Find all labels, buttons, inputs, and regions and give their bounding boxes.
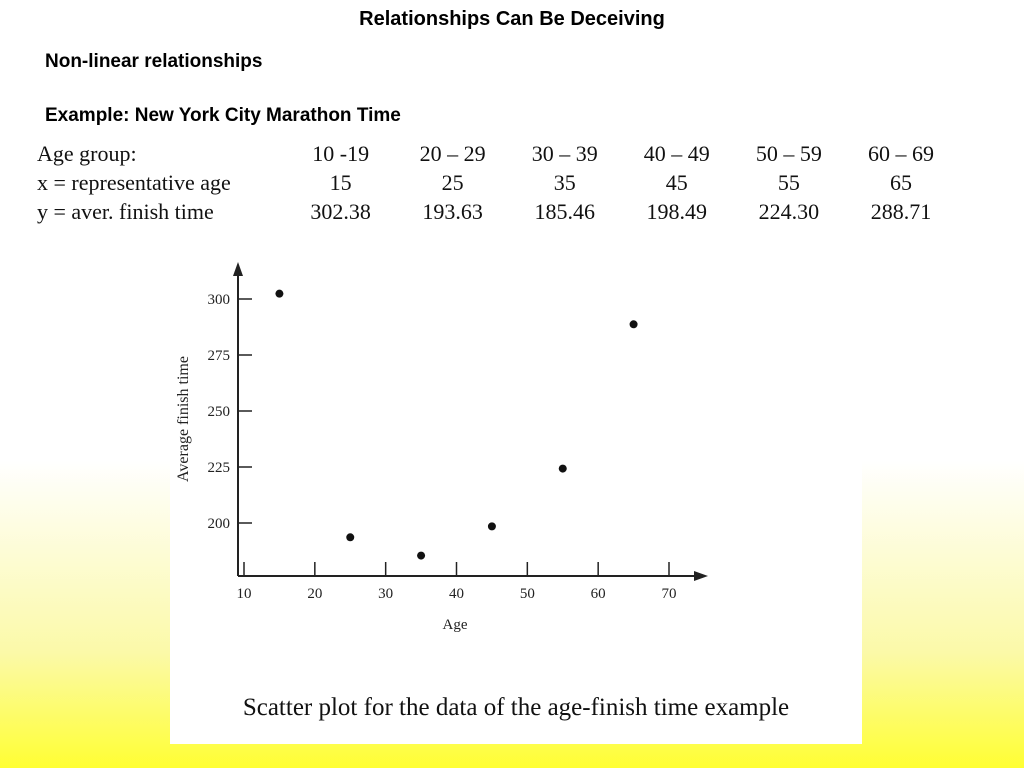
table-cell: 25 xyxy=(441,170,464,195)
slide-subtitle: Non-linear relationships xyxy=(45,51,263,72)
table-cell: 35 xyxy=(553,170,576,195)
data-point xyxy=(487,522,496,531)
table-cell: 302.38 xyxy=(310,199,371,224)
chart-caption: Scatter plot for the data of the age-fin… xyxy=(242,694,790,721)
x-tick-label: 60 xyxy=(591,586,606,602)
table-cell: 15 xyxy=(329,170,352,195)
slide-title: Relationships Can Be Deceiving xyxy=(359,8,665,30)
table-cell: 193.63 xyxy=(422,199,483,224)
y-tick-label: 275 xyxy=(208,348,231,364)
x-tick-label: 20 xyxy=(307,586,322,602)
x-tick-label: 50 xyxy=(520,586,535,602)
table-cell: 55 xyxy=(777,170,800,195)
table-cell: 60 – 69 xyxy=(867,141,934,166)
y-axis-arrow xyxy=(233,262,243,276)
x-tick-label: 70 xyxy=(662,586,677,602)
table-row-label: x = representative age xyxy=(37,170,231,195)
scatter-chart-panel: 200 225 250 275 300 10 20 30 40 50 60 70 Age Average … xyxy=(170,254,862,744)
y-tick-label: 300 xyxy=(208,292,231,308)
x-axis-label: Age xyxy=(443,617,468,633)
table-cell: 10 -19 xyxy=(312,141,370,166)
data-point xyxy=(275,289,284,298)
table-row: x = representative age 15 25 35 45 55 65 xyxy=(37,168,957,197)
y-axis-label: Average finish time xyxy=(175,356,192,482)
table-row-label: y = aver. finish time xyxy=(37,199,214,224)
data-point xyxy=(346,533,355,542)
data-table: Age group: 10 -19 20 – 29 30 – 39 40 – 49 50 … xyxy=(37,139,957,226)
example-heading: Example: New York City Marathon Time xyxy=(45,105,401,126)
table-cell: 20 – 29 xyxy=(419,141,486,166)
x-tick-label: 40 xyxy=(449,586,464,602)
x-tick-label: 30 xyxy=(378,586,393,602)
table-cell: 288.71 xyxy=(870,199,932,224)
table-cell: 40 – 49 xyxy=(643,141,710,166)
table-row: y = aver. finish time 302.38 193.63 185.46 1… xyxy=(37,197,957,226)
table-row-label: Age group: xyxy=(37,141,137,166)
table-cell: 224.30 xyxy=(758,199,820,224)
data-table-panel: Age group: 10 -19 20 – 29 30 – 39 40 – 49 50 … xyxy=(17,131,957,243)
table-cell: 30 – 39 xyxy=(531,141,598,166)
table-cell: 50 – 59 xyxy=(755,141,822,166)
x-tick-label: 10 xyxy=(237,586,252,602)
table-row: Age group: 10 -19 20 – 29 30 – 39 40 – 49 50 … xyxy=(37,139,957,168)
x-axis-arrow xyxy=(694,571,708,581)
table-cell: 65 xyxy=(889,170,912,195)
y-tick-label: 250 xyxy=(208,404,231,420)
table-cell: 185.46 xyxy=(534,199,595,224)
scatter-chart: 200 225 250 275 300 10 20 30 40 50 60 70 Age Average … xyxy=(175,262,708,633)
data-point xyxy=(558,464,567,473)
table-cell: 198.49 xyxy=(646,199,708,224)
y-tick-label: 225 xyxy=(208,460,231,476)
data-point xyxy=(417,551,426,560)
y-tick-label: 200 xyxy=(208,516,231,532)
table-cell: 45 xyxy=(665,170,688,195)
data-point xyxy=(629,320,638,329)
